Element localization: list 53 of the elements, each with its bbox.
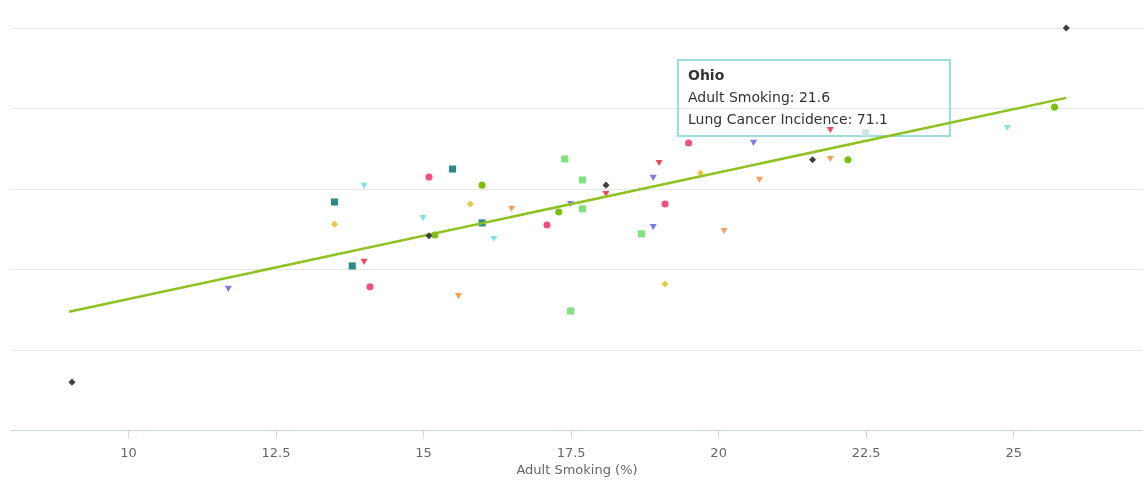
x-axis-title: Adult Smoking (%) — [516, 461, 638, 477]
annotation: Lung Cancer Incidence: 71.1 — [688, 111, 888, 127]
point — [454, 293, 463, 300]
point — [720, 227, 728, 235]
point — [578, 205, 586, 213]
point — [685, 139, 693, 147]
point — [1003, 124, 1011, 132]
annotation: Ohio — [688, 67, 725, 83]
point — [466, 200, 474, 208]
point — [331, 220, 339, 228]
point — [826, 126, 834, 134]
point — [578, 176, 586, 184]
point — [331, 198, 339, 206]
x-tick-label: 12.5 — [261, 444, 291, 460]
point — [567, 307, 575, 315]
annotation: Adult Smoking: 21.6 — [688, 89, 831, 105]
point — [224, 285, 232, 292]
point — [490, 235, 498, 243]
point — [360, 258, 368, 265]
point — [478, 181, 486, 189]
point — [649, 174, 657, 181]
point — [637, 230, 645, 238]
x-tick-label: 17.5 — [556, 444, 586, 460]
point — [661, 280, 669, 288]
x-tick-label: 10 — [120, 444, 137, 460]
point — [862, 129, 870, 137]
point — [425, 232, 433, 240]
point — [449, 165, 457, 173]
point — [649, 223, 657, 231]
point — [1050, 103, 1059, 111]
point — [561, 155, 569, 163]
x-tick-label: 20 — [710, 444, 727, 460]
point — [844, 156, 852, 164]
point — [1062, 24, 1070, 32]
point — [68, 378, 76, 386]
point — [348, 262, 356, 270]
x-tick-label: 25 — [1005, 444, 1022, 460]
x-tick-label: 15 — [415, 444, 432, 460]
point — [425, 173, 433, 181]
point — [508, 205, 516, 212]
point — [655, 159, 663, 167]
point — [366, 283, 374, 291]
point — [750, 139, 758, 146]
point — [809, 156, 817, 164]
point — [755, 176, 763, 183]
point — [661, 200, 669, 208]
point — [602, 181, 610, 189]
point — [826, 155, 834, 163]
point — [419, 215, 427, 222]
x-tick-label: 22.5 — [851, 444, 881, 460]
point — [543, 221, 551, 229]
point — [360, 182, 368, 189]
point — [555, 208, 563, 216]
